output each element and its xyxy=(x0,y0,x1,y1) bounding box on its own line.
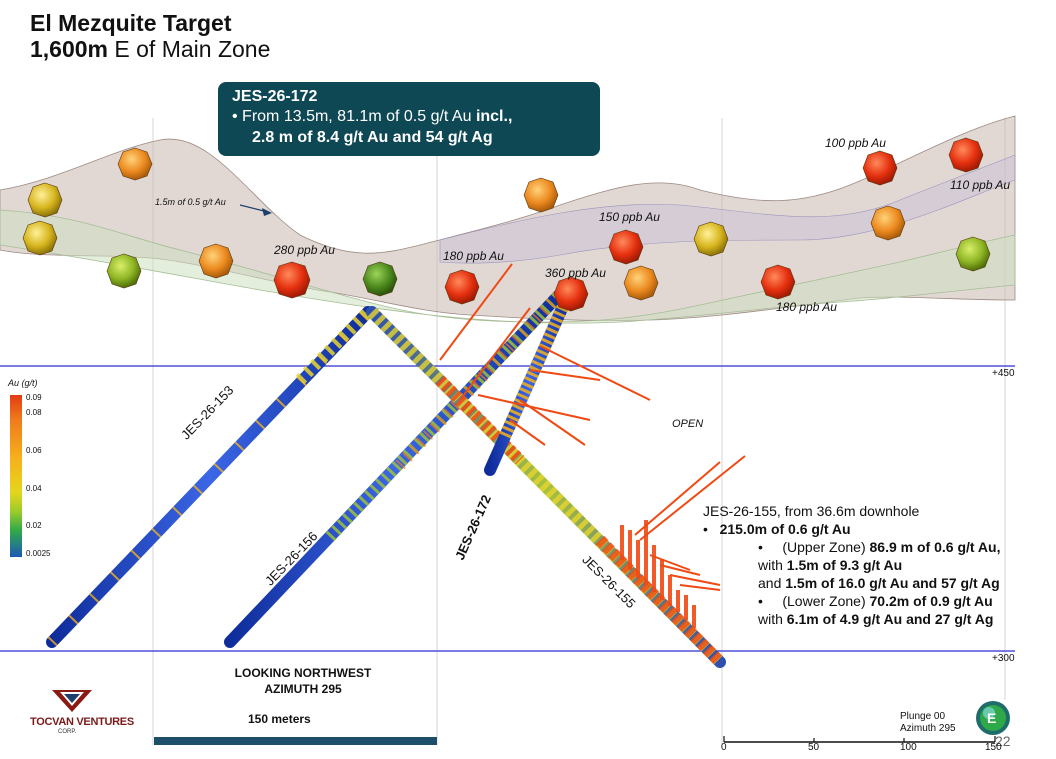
title-block: El Mezquite Target 1,600m E of Main Zone xyxy=(30,10,270,63)
compass-letter: E xyxy=(987,710,997,726)
soil-sample-spheres xyxy=(22,137,991,312)
logo-sub: CORP. xyxy=(58,729,77,735)
plunge-azimuth: Plunge 00 Azimuth 295 xyxy=(900,711,956,734)
logo-name: TOCVAN VENTURES xyxy=(30,716,134,728)
callout-intercept: • From 13.5m, 81.1m of 0.5 g/t Au incl., xyxy=(232,108,513,125)
surface-label-b: 280 ppb Au xyxy=(274,243,335,257)
company-logo xyxy=(52,690,92,712)
page-number: 22 xyxy=(995,733,1011,749)
surface-label-a: 1.5m of 0.5 g/t Au xyxy=(155,197,226,207)
hole-155-notes: JES-26-155, from 36.6m downhole • 215.0m… xyxy=(703,502,1055,628)
open-label: OPEN xyxy=(672,418,704,430)
drillhole-156 xyxy=(224,290,564,648)
page-subtitle: 1,600m E of Main Zone xyxy=(30,36,271,63)
scale2-tick: 0 xyxy=(721,742,727,753)
elevation-label-lower: +300 xyxy=(992,653,1015,664)
notes-lower-zone: • (Lower Zone) 70.2m of 0.9 g/t Au xyxy=(758,593,993,609)
surface-label-f: 100 ppb Au xyxy=(825,136,886,150)
notes-bullet-total: • 215.0m of 0.6 g/t Au xyxy=(703,521,851,537)
view-direction: LOOKING NORTHWEST AZIMUTH 295 xyxy=(234,666,372,696)
surface-label-h: 180 ppb Au xyxy=(776,300,837,314)
legend-tick: 0.09 xyxy=(26,393,42,402)
legend-color-bar xyxy=(10,395,22,557)
legend-tick: 0.06 xyxy=(26,446,42,455)
legend-tick: 0.04 xyxy=(26,484,42,493)
scale2-tick: 50 xyxy=(808,742,820,753)
notes-upper-with: with 1.5m of 9.3 g/t Au xyxy=(758,557,903,573)
callout-jes-26-172: JES-26-172 • From 13.5m, 81.1m of 0.5 g/… xyxy=(218,82,600,156)
callout-highgrade: 2.8 m of 8.4 g/t Au and 54 g/t Ag xyxy=(252,129,493,146)
page-title: El Mezquite Target xyxy=(30,10,232,36)
surface-label-g: 110 ppb Au xyxy=(950,178,1011,192)
scale-bar xyxy=(154,737,437,745)
scale2-tick: 150 xyxy=(985,742,1002,753)
scale-label: 150 meters xyxy=(248,712,311,726)
legend-title: Au (g/t) xyxy=(8,378,38,388)
legend-tick: 0.02 xyxy=(26,521,42,530)
notes-upper-zone: • (Upper Zone) 86.9 m of 0.6 g/t Au, xyxy=(758,539,1001,555)
legend-tick: 0.08 xyxy=(26,408,42,417)
surface-label-e: 150 ppb Au xyxy=(599,210,660,224)
notes-lower-with: with 6.1m of 4.9 g/t Au and 27 g/t Ag xyxy=(758,611,994,627)
grade-histogram xyxy=(439,263,746,591)
notes-header: JES-26-155, from 36.6m downhole xyxy=(703,503,920,519)
elevation-label-upper: +450 xyxy=(992,368,1015,379)
surface-label-c: 180 ppb Au xyxy=(443,249,504,263)
notes-upper-and: and 1.5m of 16.0 g/t Au and 57 g/t Ag xyxy=(758,575,1000,591)
scale2-tick: 100 xyxy=(900,742,917,753)
callout-hole-id: JES-26-172 xyxy=(232,88,318,105)
legend-tick: 0.0025 xyxy=(26,549,51,558)
surface-label-d: 360 ppb Au xyxy=(545,266,606,280)
